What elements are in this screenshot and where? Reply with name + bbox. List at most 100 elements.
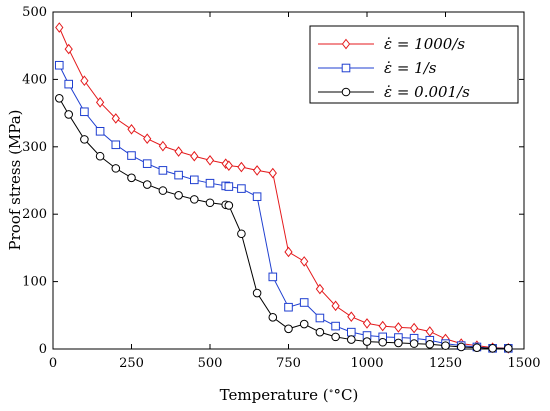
data-point xyxy=(315,283,325,295)
legend-label: ε̇ = 1000/s xyxy=(384,35,465,53)
data-point xyxy=(331,321,340,331)
data-point xyxy=(441,341,450,350)
x-tick-label: 0 xyxy=(49,356,57,371)
data-point xyxy=(205,154,215,166)
legend: ε̇ = 1000/s ε̇ = 1/s ε̇ = 0.001/s xyxy=(309,25,519,104)
data-point xyxy=(111,140,121,150)
data-point xyxy=(394,338,403,348)
data-point xyxy=(190,150,199,162)
data-point xyxy=(111,113,120,124)
data-point xyxy=(409,322,419,334)
legend-item: ε̇ = 0.001/s xyxy=(318,83,470,101)
data-point xyxy=(64,79,74,89)
data-point xyxy=(284,324,293,334)
data-point xyxy=(143,133,152,145)
data-point xyxy=(299,298,309,307)
data-point xyxy=(174,170,183,180)
data-point xyxy=(111,164,121,173)
data-point xyxy=(80,135,89,144)
x-tick-label: 250 xyxy=(119,356,144,371)
x-tick-label: 750 xyxy=(276,356,301,371)
data-point xyxy=(127,173,136,183)
data-point xyxy=(252,288,262,298)
data-point xyxy=(224,201,234,210)
data-point xyxy=(64,110,73,119)
data-point xyxy=(284,302,293,312)
data-point xyxy=(394,322,403,333)
data-point xyxy=(80,75,89,87)
legend-label: ε̇ = 1/s xyxy=(384,59,437,77)
x-tick-label: 1500 xyxy=(507,356,540,371)
data-point xyxy=(237,184,246,193)
x-tick-label: 1000 xyxy=(350,356,383,371)
data-point xyxy=(158,140,168,152)
data-point xyxy=(252,192,262,201)
y-tick-label: 500 xyxy=(22,5,47,20)
data-point xyxy=(158,186,168,195)
data-point xyxy=(331,300,340,312)
data-point xyxy=(158,166,168,175)
y-axis-title: Proof stress (MPa) xyxy=(6,109,24,250)
data-point xyxy=(95,151,105,161)
series-circle xyxy=(54,93,513,353)
data-point xyxy=(268,313,278,322)
data-point xyxy=(347,327,356,337)
data-point xyxy=(409,339,419,348)
data-point xyxy=(456,342,466,352)
y-tick-label: 0 xyxy=(39,342,47,357)
legend-item: ε̇ = 1/s xyxy=(318,59,437,77)
data-point xyxy=(268,272,278,282)
data-point xyxy=(95,97,105,108)
data-point xyxy=(174,146,183,157)
series-group xyxy=(54,22,513,354)
data-point xyxy=(142,180,152,189)
data-point xyxy=(425,339,435,349)
data-point xyxy=(378,337,388,347)
legend-item: ε̇ = 1000/s xyxy=(318,35,465,53)
data-point xyxy=(127,151,136,160)
legend-marker xyxy=(341,87,351,97)
legend-label: ε̇ = 0.001/s xyxy=(384,83,470,101)
data-point xyxy=(237,229,246,239)
data-point xyxy=(205,178,215,188)
data-point xyxy=(347,335,356,344)
data-point xyxy=(472,343,482,352)
x-tick-label: 500 xyxy=(198,356,223,371)
data-point xyxy=(127,123,136,135)
data-point xyxy=(80,107,89,117)
data-point xyxy=(224,182,234,191)
data-point xyxy=(174,191,183,200)
data-point xyxy=(252,165,262,176)
data-point xyxy=(315,313,325,323)
data-point xyxy=(347,311,356,322)
data-point xyxy=(54,60,64,70)
data-point xyxy=(95,126,105,136)
data-point xyxy=(190,175,199,185)
data-point xyxy=(268,167,277,179)
data-point xyxy=(504,344,513,353)
data-point xyxy=(362,337,372,346)
legend-marker xyxy=(341,63,351,73)
legend-marker xyxy=(341,38,351,50)
x-tick-label: 1250 xyxy=(429,356,462,371)
data-point xyxy=(362,318,372,329)
data-point xyxy=(284,246,293,258)
data-point xyxy=(237,161,246,173)
data-point xyxy=(55,22,64,33)
y-tick-label: 300 xyxy=(22,140,47,155)
x-axis-title: Temperature (∘°C) xyxy=(220,386,359,404)
data-point xyxy=(488,344,497,353)
data-point xyxy=(142,159,152,168)
data-point xyxy=(64,43,73,55)
data-point xyxy=(315,327,325,337)
data-point xyxy=(300,256,309,267)
data-point xyxy=(299,319,309,329)
data-point xyxy=(378,320,387,332)
y-tick-label: 400 xyxy=(22,72,47,87)
data-point xyxy=(205,198,215,208)
data-point xyxy=(331,332,340,342)
data-point xyxy=(224,160,233,171)
data-point xyxy=(190,195,199,204)
axis-ticks: 0 250 500 750 1000 1250 1500 0 100 200 300 400 500 xyxy=(22,5,540,371)
